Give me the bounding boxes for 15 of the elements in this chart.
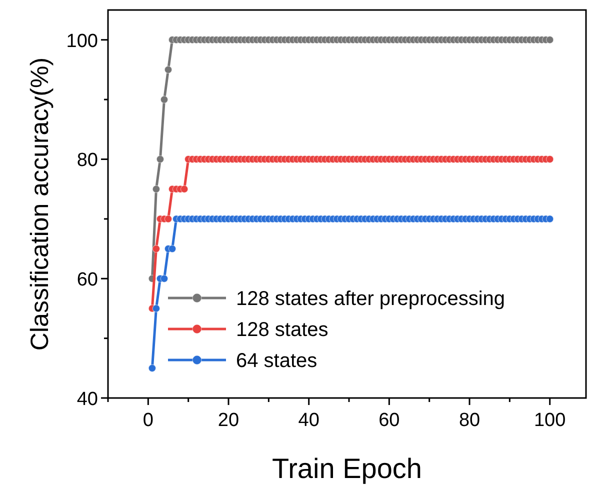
legend-label: 128 states xyxy=(236,319,328,341)
y-axis-title: Classification accuracy(%) xyxy=(26,57,54,351)
x-tick-label: 100 xyxy=(534,410,566,431)
y-tick-label: 40 xyxy=(76,389,98,410)
x-tick-label: 0 xyxy=(142,410,154,431)
x-tick-label: 80 xyxy=(458,410,480,431)
y-tick-label: 80 xyxy=(76,150,98,172)
y-tick-label: 100 xyxy=(66,30,98,52)
y-tick-label: 60 xyxy=(76,270,98,291)
x-axis-title: Train Epoch xyxy=(272,453,422,484)
legend-label: 128 states after preprocessing xyxy=(236,288,506,310)
legend-label: 64 states xyxy=(236,350,318,372)
x-tick-label: 40 xyxy=(298,410,320,431)
x-tick-label: 20 xyxy=(218,410,240,431)
x-tick-label: 60 xyxy=(378,410,400,431)
